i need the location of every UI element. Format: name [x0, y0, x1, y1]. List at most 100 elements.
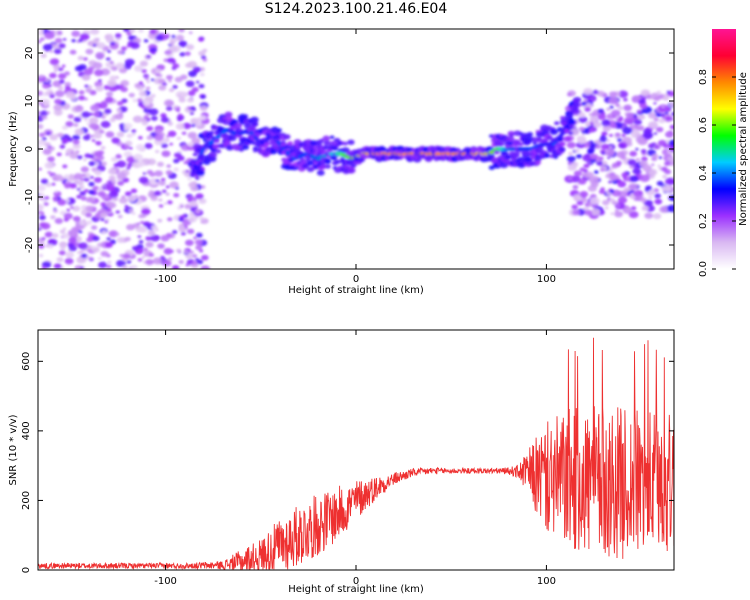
spectrogram-blob [613, 200, 619, 205]
spectrogram-blob [126, 260, 132, 264]
spectrogram-blob [108, 197, 113, 201]
colorbar-tick-label: 0.8 [698, 69, 709, 85]
spectrogram-blob [84, 118, 88, 121]
spectrogram-blob [589, 143, 597, 150]
spectrogram-blob [578, 116, 588, 123]
spectrogram-blob [38, 90, 44, 96]
spectrogram-blob [124, 58, 135, 66]
spectrogram-blob [117, 50, 124, 55]
spectrogram-blob [38, 139, 47, 146]
spectrogram-blob [80, 196, 87, 201]
spectrogram-blob [544, 153, 551, 158]
spectrogram-blob [89, 175, 94, 179]
spectrogram-blob [88, 256, 93, 260]
spectrogram-blob [617, 106, 624, 111]
spectrogram-blob [215, 149, 222, 154]
spectrogram-blob [47, 156, 55, 162]
spectrogram-blob [57, 199, 67, 206]
spectrogram-blob [38, 203, 44, 211]
spectrogram-blob [163, 99, 174, 107]
spectrogram-blob [202, 58, 208, 62]
spectrogram-blob [61, 232, 70, 239]
spectrogram-blob [567, 176, 573, 181]
spectrogram-blob [584, 107, 591, 112]
spectrogram-blob [559, 115, 566, 120]
spectrogram-blob [655, 112, 662, 118]
spectrogram-blob [56, 257, 64, 263]
spectrogram-blob [665, 116, 672, 121]
spectrogram-blob [67, 230, 77, 237]
spectrogram-blob [78, 242, 88, 250]
spectrogram-x-axis-label: Height of straight line (km) [288, 285, 424, 296]
snr-axes: -100 0 100 0 200 400 600 [21, 330, 674, 587]
spectrogram-blob [276, 128, 282, 133]
spectrogram-blob [115, 167, 120, 171]
spectrogram-blob [154, 190, 162, 196]
spectrogram-blob [137, 258, 143, 262]
spectrogram-blob [277, 132, 282, 136]
spectrogram-blob [88, 181, 95, 187]
spectrogram-blob [100, 101, 108, 107]
spectrogram-blob [116, 108, 122, 113]
spectrogram-blob [71, 30, 81, 37]
spectrogram-blob [130, 264, 138, 269]
spectrogram-blob [120, 86, 128, 93]
spectrogram-blob [165, 185, 170, 189]
spectrogram-blob [115, 154, 122, 159]
spectrogram-blob [287, 141, 294, 146]
spectrogram-blob [198, 37, 204, 42]
spectrogram-blob [483, 156, 491, 162]
spectrogram-blob [143, 115, 149, 119]
spectrogram-blob [263, 142, 270, 147]
spectrogram-blob [106, 237, 111, 241]
spectrogram-blob [200, 254, 209, 261]
spectrogram-blob [81, 111, 91, 118]
spectrogram-blob [76, 155, 83, 160]
spectrogram-blob [166, 164, 172, 168]
spectrogram-blob [172, 63, 180, 69]
spectrogram-blob [579, 191, 589, 198]
spectrogram-blob [79, 250, 84, 254]
spectrogram-blob [184, 51, 191, 56]
spectrogram-blob [174, 76, 183, 83]
colorbar-label: Normalized spectral amplitude [738, 72, 749, 226]
spectrogram-blob [105, 57, 111, 61]
spectrogram-blob [598, 189, 605, 195]
spectrogram-blob [671, 112, 674, 117]
spectrogram-blob [609, 123, 617, 129]
spectrogram-blob [94, 81, 103, 88]
spectrogram-blob [90, 104, 100, 112]
spectrogram-blob [535, 160, 542, 165]
spectrogram-blob [347, 139, 355, 145]
spectrogram-blob [608, 145, 613, 149]
spectrogram-blob [124, 236, 131, 242]
spectrogram-blob [47, 244, 54, 249]
spectrogram-blob [200, 265, 210, 269]
spectrogram-blob [178, 226, 187, 233]
spectrogram-blob [584, 171, 594, 179]
spectrogram-blob [107, 168, 117, 175]
spectrogram-blob [187, 177, 192, 181]
spectrogram-blob [173, 158, 180, 164]
spectrogram-blob [154, 134, 164, 142]
spectrogram-blob [250, 116, 259, 123]
spectrogram-blob [121, 265, 128, 269]
spectrogram-blob [38, 227, 42, 231]
spectrogram-blob [140, 220, 145, 224]
spectrogram-blob [641, 205, 649, 211]
spectrogram-blob [149, 29, 157, 35]
spectrogram-blob [119, 197, 128, 204]
spectrogram-blob [169, 41, 175, 46]
spectrogram-blob [38, 254, 44, 258]
spectrogram-blob [664, 161, 671, 166]
spectrogram-blob [617, 196, 628, 204]
spectrogram-blob [621, 141, 627, 146]
snr-y-tick-label: 400 [21, 421, 32, 440]
spectrogram-blob [85, 48, 94, 55]
spectrogram-blob [58, 43, 66, 49]
spectrogram-blob [625, 112, 635, 119]
spectrogram-blob [91, 245, 96, 249]
spectrogram-blob [41, 137, 47, 141]
spectrogram-blob [623, 187, 630, 192]
spectrogram-blob [658, 156, 663, 159]
